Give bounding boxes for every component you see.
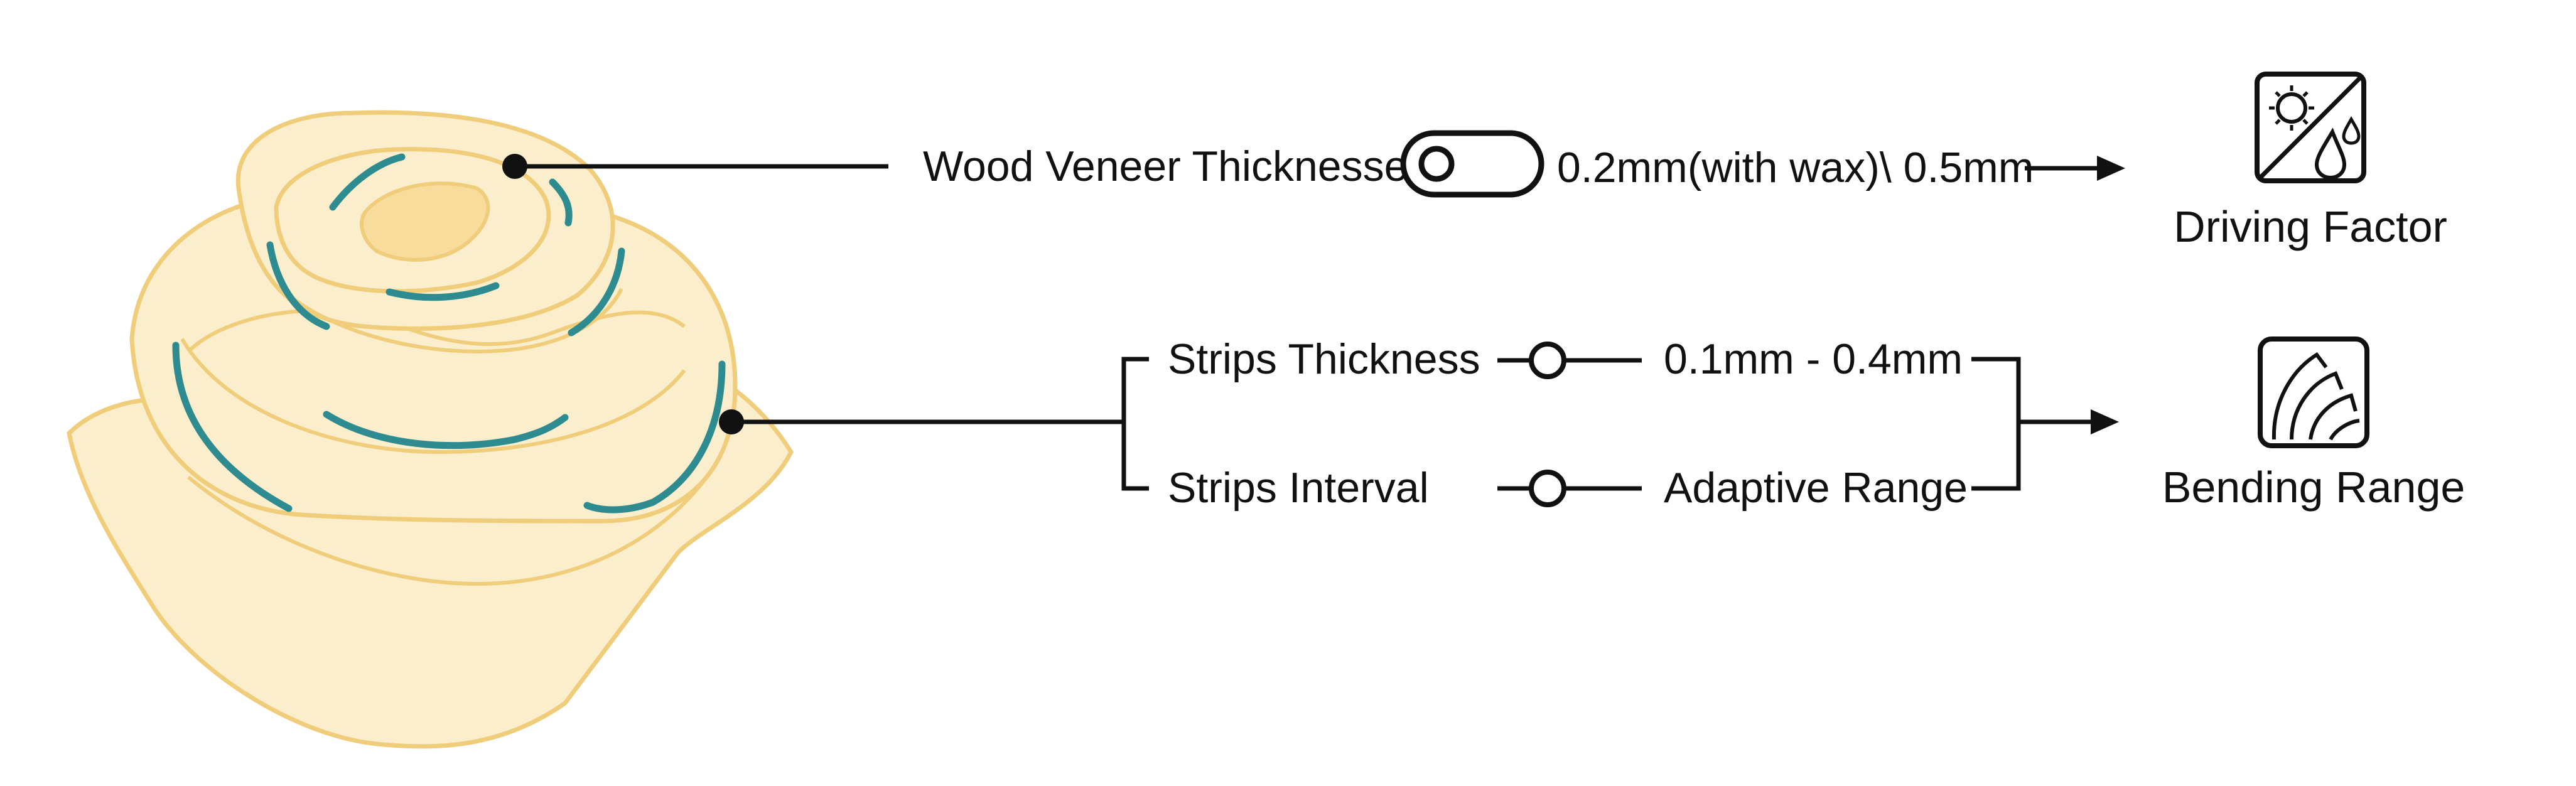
toggle-switch-icon	[1400, 130, 1544, 198]
wooden-rose-illustration	[67, 110, 794, 749]
strips-interval-value: Adaptive Range	[1664, 464, 1968, 512]
arrow-to-bending-range	[2018, 409, 2119, 434]
slider-knob-icon	[1497, 342, 1642, 379]
wood-veneer-label: Wood Veneer Thicknesses	[923, 143, 1429, 190]
strips-thickness-label: Strips Thickness	[1168, 335, 1480, 383]
left-bracket	[1121, 357, 1149, 491]
right-bracket	[1971, 357, 2021, 491]
strips-interval-label: Strips Interval	[1168, 464, 1429, 512]
driving-factor-label: Driving Factor	[2174, 202, 2447, 251]
arrow-to-driving-factor	[2025, 156, 2125, 181]
strips-thickness-value: 0.1mm - 0.4mm	[1664, 335, 1963, 383]
wood-veneer-value: 0.2mm(with wax)\ 0.5mm	[1557, 144, 2034, 191]
sun-and-water-drop-icon	[2255, 72, 2366, 183]
bending-strips-icon	[2258, 336, 2369, 448]
slider-knob-icon-2	[1497, 470, 1642, 507]
bending-range-label: Bending Range	[2162, 463, 2466, 512]
